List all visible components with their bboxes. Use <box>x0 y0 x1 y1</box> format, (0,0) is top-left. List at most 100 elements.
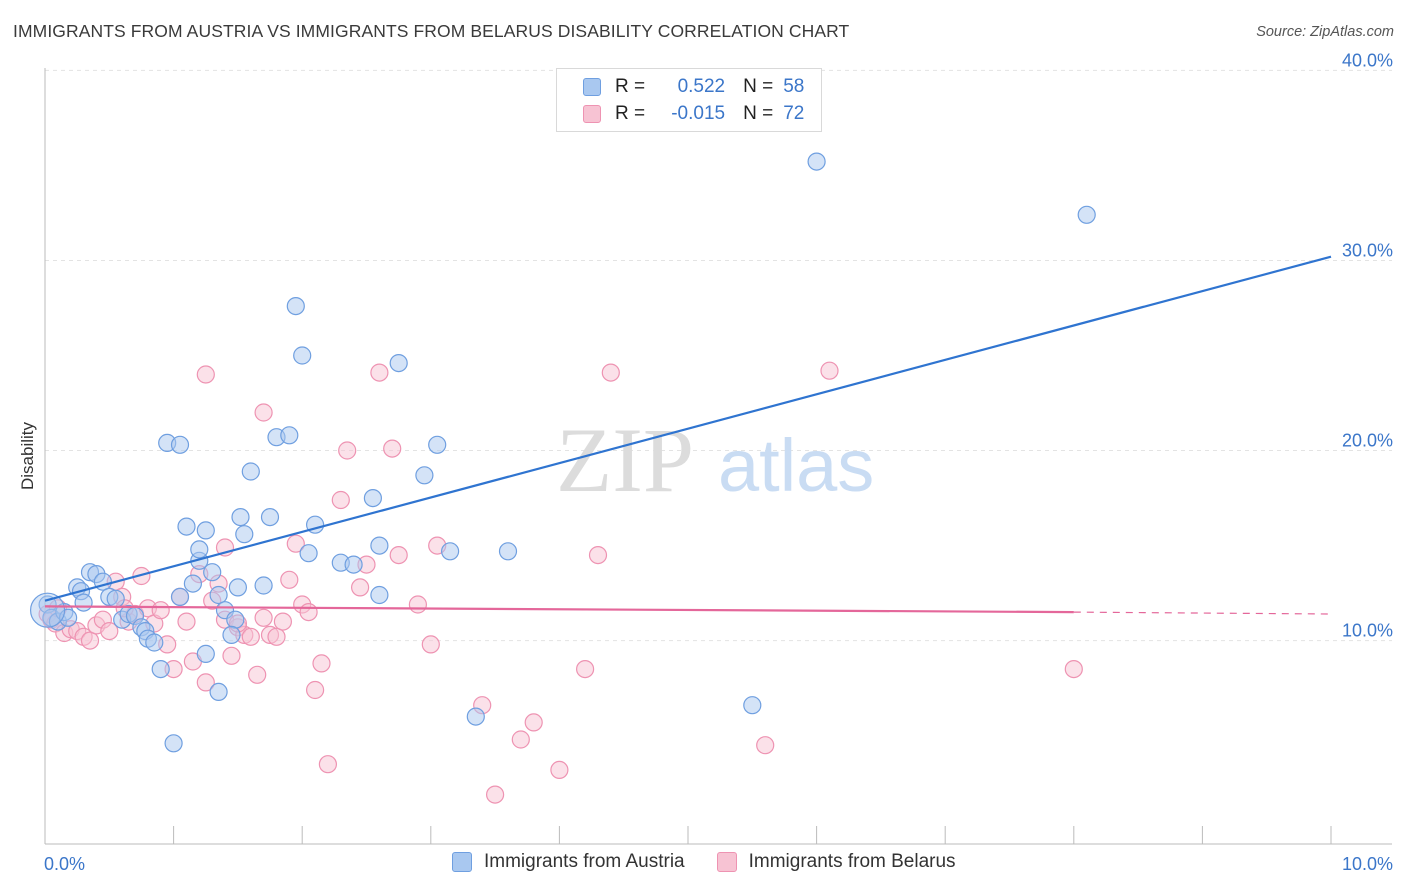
tick-labels: 10.0% 20.0% 30.0% 40.0% 0.0% 10.0% <box>44 50 1393 874</box>
austria-point <box>231 507 250 527</box>
belarus-point <box>338 441 357 460</box>
y-tick-label: 20.0% <box>1342 431 1393 451</box>
y-tick-label: 40.0% <box>1342 50 1393 70</box>
belarus-point <box>241 627 260 646</box>
austria-point <box>415 466 434 485</box>
belarus-point <box>267 627 286 646</box>
austria-point <box>299 544 318 563</box>
y-axis-label: Disability <box>18 421 37 490</box>
belarus-point <box>306 680 325 700</box>
belarus-point <box>820 361 839 380</box>
austria-point <box>428 435 447 454</box>
austria-point <box>743 696 762 715</box>
belarus-r-value: -0.015 <box>671 103 726 124</box>
legend-label-belarus: Immigrants from Belarus <box>748 851 956 872</box>
austria-point <box>209 585 228 605</box>
austria-point <box>286 297 305 316</box>
belarus-legend-swatch <box>716 852 737 872</box>
belarus-point <box>511 730 530 749</box>
grid-lines <box>45 69 1392 642</box>
austria-point <box>164 734 183 753</box>
austria-point <box>170 587 190 607</box>
belarus-swatch <box>583 105 601 123</box>
austria-point <box>293 346 312 365</box>
austria-point <box>344 555 363 574</box>
belarus-point <box>222 646 241 665</box>
austria-point <box>190 540 209 559</box>
austria-point <box>280 426 299 445</box>
stats-legend: R = 0.522 N = 58 R = -0.015 N = 72 <box>556 68 822 132</box>
axes <box>44 68 1392 845</box>
belarus-point <box>248 665 267 684</box>
belarus-point <box>383 439 402 458</box>
trend-lines <box>44 255 1332 615</box>
austria-point <box>370 536 389 555</box>
belarus-point <box>601 363 620 382</box>
austria-point-large <box>29 592 66 628</box>
austria-point <box>1077 205 1096 224</box>
austria-r-value: 0.522 <box>677 76 726 97</box>
belarus-point <box>550 760 569 780</box>
belarus-point <box>280 570 299 589</box>
austria-point <box>170 435 190 454</box>
belarus-point <box>318 755 337 774</box>
legend-item-austria[interactable]: Immigrants from Austria <box>452 851 685 873</box>
belarus-point <box>254 608 273 627</box>
austria-trend-line <box>44 255 1332 602</box>
austria-point <box>106 589 125 608</box>
austria-point <box>226 610 245 629</box>
austria-point <box>228 578 247 597</box>
belarus-point <box>196 365 215 384</box>
series-legend: Immigrants from Austria Immigrants from … <box>452 851 988 873</box>
austria-point <box>241 462 260 481</box>
watermark-zip: ZIP <box>556 409 694 511</box>
belarus-point <box>299 602 318 622</box>
belarus-point <box>286 534 305 553</box>
austria-point <box>183 574 202 593</box>
belarus-point <box>486 785 505 804</box>
austria-point <box>807 152 826 171</box>
austria-point <box>235 525 254 544</box>
austria-swatch <box>583 78 601 96</box>
belarus-point <box>312 654 331 673</box>
y-tick-label: 10.0% <box>1342 621 1393 641</box>
belarus-point <box>421 635 440 654</box>
belarus-point <box>389 545 408 565</box>
austria-point <box>389 354 408 373</box>
belarus-point <box>351 578 370 597</box>
x-tick-label: 10.0% <box>1342 854 1393 874</box>
legend-row-belarus: R = -0.015 N = 72 <box>583 101 804 127</box>
source-note: Source: ZipAtlas.com <box>1256 24 1394 40</box>
legend-label-austria: Immigrants from Austria <box>484 851 685 872</box>
y-tick-label: 30.0% <box>1342 240 1393 260</box>
austria-point <box>145 633 164 652</box>
belarus-point <box>273 612 292 631</box>
belarus-point <box>756 736 775 755</box>
austria-point <box>260 507 280 527</box>
austria-point <box>363 489 382 508</box>
belarus-point <box>80 631 100 650</box>
belarus-point <box>177 612 196 631</box>
legend-row-austria: R = 0.522 N = 58 <box>583 74 804 100</box>
n-label: N = <box>743 76 774 97</box>
belarus-point <box>1064 659 1083 679</box>
n-label: N = <box>743 103 774 124</box>
r-label: R = <box>615 76 646 97</box>
austria-point <box>370 585 389 605</box>
austria-point <box>196 644 215 664</box>
belarus-trend-line <box>44 605 1074 614</box>
belarus-point <box>100 621 119 641</box>
austria-point <box>203 563 222 582</box>
belarus-n-value: 72 <box>783 103 805 124</box>
austria-point <box>151 659 170 679</box>
belarus-point <box>254 403 273 422</box>
austria-point <box>196 521 215 540</box>
r-label: R = <box>615 103 646 124</box>
belarus-point <box>575 659 595 679</box>
austria-point <box>441 542 460 561</box>
legend-item-belarus[interactable]: Immigrants from Belarus <box>716 851 956 873</box>
belarus-point <box>151 601 170 620</box>
austria-points <box>29 152 1096 753</box>
austria-point <box>74 593 93 612</box>
